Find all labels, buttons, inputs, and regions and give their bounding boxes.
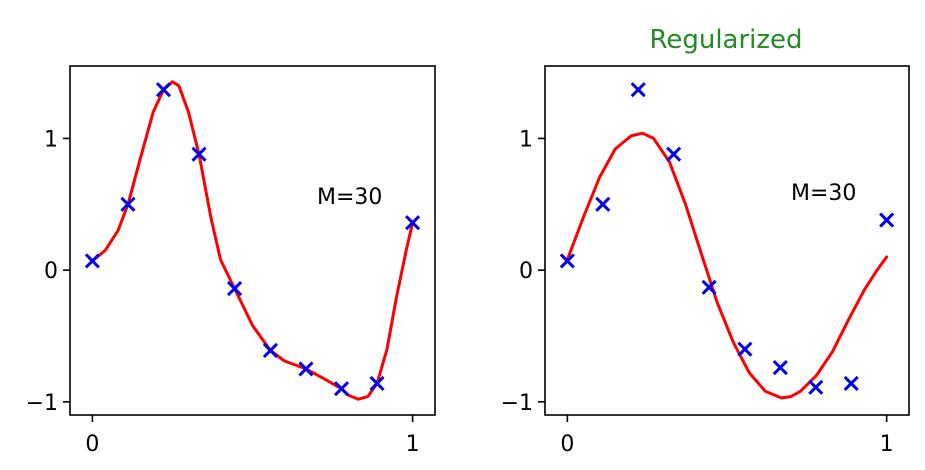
data-point-marker <box>120 196 136 212</box>
fitted-curve <box>565 131 889 400</box>
data-point-marker <box>701 279 717 295</box>
data-point-marker <box>333 381 350 397</box>
y-tick-label: 1 <box>519 127 533 152</box>
data-point-marker <box>191 146 207 162</box>
data-point-marker <box>405 215 421 231</box>
data-point-marker <box>737 341 753 357</box>
x-tick-label: 0 <box>560 432 574 457</box>
data-point-marker <box>559 253 575 269</box>
data-point-marker <box>879 212 895 228</box>
chart-title: Regularized <box>649 25 802 55</box>
fitted-curve <box>90 80 415 401</box>
y-tick-label: 0 <box>519 259 533 284</box>
data-point-marker <box>155 82 172 98</box>
regularized-chart-panel: Regularized 0 1 −1 0 1 M=30 <box>501 25 910 457</box>
x-tick-label: 1 <box>880 432 894 457</box>
y-tick-label: 0 <box>44 259 58 284</box>
data-point-marker <box>84 253 100 269</box>
y-tick-label: −1 <box>501 391 533 416</box>
axes-frame <box>544 65 910 416</box>
x-tick-label: 0 <box>85 432 99 457</box>
model-order-annotation: M=30 <box>791 181 856 206</box>
data-point-marker <box>772 360 788 376</box>
data-point-marker <box>630 82 646 98</box>
data-point-marker <box>369 375 385 391</box>
data-point-marker <box>666 146 682 162</box>
data-point-marker <box>595 196 611 212</box>
data-point-marker <box>843 375 859 391</box>
data-point-marker <box>262 342 278 359</box>
x-tick-label: 1 <box>406 432 420 457</box>
data-point-marker <box>298 361 314 377</box>
y-tick-label: −1 <box>26 391 58 416</box>
y-tick-label: 1 <box>44 127 58 152</box>
data-point-marker <box>227 281 243 297</box>
model-order-annotation: M=30 <box>317 185 382 210</box>
data-point-marker <box>808 379 824 395</box>
axes-frame <box>69 65 436 416</box>
left-chart-panel: 0 1 −1 0 1 M=30 <box>26 65 436 457</box>
